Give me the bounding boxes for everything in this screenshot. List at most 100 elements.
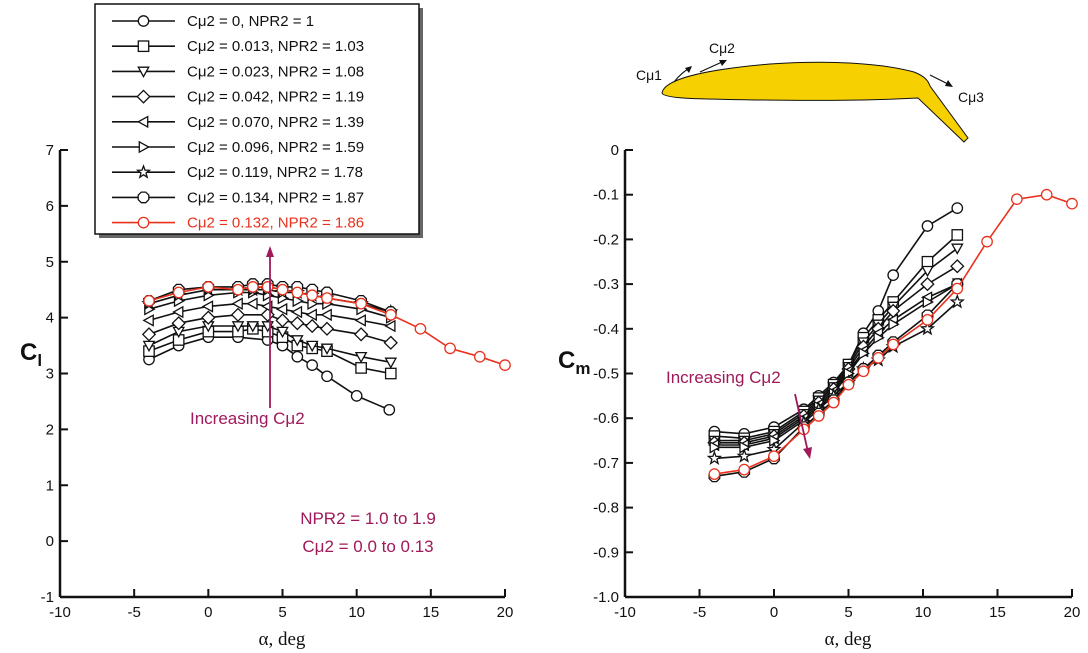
cl-data-point: [499, 359, 511, 371]
cl-data-point: [172, 286, 185, 299]
cm-data-point: [887, 338, 900, 351]
cm-data-point: [827, 396, 840, 409]
legend-marker: [136, 115, 149, 129]
legend-marker: [138, 140, 151, 154]
legend-label: Cμ2 = 0.042, NPR2 = 1.19: [187, 89, 364, 106]
cm-series-line: [714, 283, 958, 449]
cl-data-point: [275, 302, 288, 316]
cm-increasing-arrow: [794, 393, 809, 453]
cl-y-tick-label: 7: [46, 142, 54, 159]
cm-y-tick-label: -0.2: [593, 231, 619, 248]
cm-y-tick-label: -0.5: [593, 366, 619, 383]
cm-data-point: [706, 450, 723, 466]
cl-y-tick-label: 1: [46, 477, 54, 494]
cl-data-point: [319, 321, 335, 336]
cl-x-tick-label: 10: [348, 604, 365, 621]
cm-data-point: [736, 448, 752, 463]
legend-item: Cμ2 = 0.096, NPR2 = 1.59: [112, 139, 364, 156]
cl-data-point: [141, 327, 157, 342]
cm-data-point: [708, 468, 721, 480]
cl-data-point: [444, 342, 456, 355]
cm-data-point: [768, 450, 780, 463]
legend-label: Cμ2 = 0.070, NPR2 = 1.39: [187, 114, 364, 131]
cm-data-point: [951, 229, 964, 241]
legend-item: Cμ2 = 0.023, NPR2 = 1.08: [112, 63, 364, 80]
cm-y-tick-label: -0.1: [593, 187, 619, 204]
cl-data-point: [246, 281, 259, 293]
cl-data-point: [201, 310, 216, 325]
legend-marker: [137, 40, 150, 53]
cl-series-3: [141, 307, 398, 350]
cm-data-point: [872, 352, 885, 364]
cm-data-point: [921, 314, 934, 326]
cl-x-tick-label: -5: [127, 604, 140, 621]
cm-data-point: [887, 269, 900, 282]
cl-y-tick-label: 2: [46, 421, 54, 438]
cm-data-point: [858, 347, 870, 360]
airfoil-cmu1-arrowhead: [685, 66, 692, 73]
cl-y-tick-label: 6: [46, 198, 54, 215]
cm-data-point: [921, 255, 934, 268]
legend-marker: [136, 89, 151, 104]
cm-series-2: [708, 243, 964, 448]
airfoil-cmu3-arrow: [929, 74, 949, 85]
cm-x-axis-label: α, deg: [825, 629, 872, 650]
cl-y-tick-label: 0: [46, 533, 54, 550]
cl-data-point: [306, 289, 319, 302]
cl-data-point: [305, 340, 319, 353]
cm-data-point: [920, 276, 935, 292]
cm-x-tick-label: 5: [844, 604, 852, 621]
cl-data-point: [354, 314, 366, 327]
cl-data-point: [305, 308, 317, 322]
cm-plot: -10 -5 0 5 10 15 20 -1.0 -0.9 -0.8 -0.7 -0.6 -0.5 -0.…: [558, 142, 1080, 650]
legend-marker: [137, 216, 150, 229]
cm-data-point: [921, 265, 934, 278]
cl-x-tick-label: 5: [278, 604, 286, 621]
cm-x-tick-label: 10: [915, 604, 932, 621]
cl-range-npr2: NPR2 = 1.0 to 1.9: [300, 509, 436, 528]
cl-data-point: [143, 295, 155, 307]
cl-data-point: [290, 316, 305, 331]
cm-series-line: [714, 265, 958, 444]
cl-data-point: [230, 307, 246, 323]
legend-item: Cμ2 = 0.070, NPR2 = 1.39: [112, 114, 364, 131]
cl-y-axis-label: Cl: [20, 339, 42, 370]
cl-data-point: [202, 281, 215, 293]
airfoil-cmu3-arrowhead: [945, 80, 953, 87]
cl-data-point: [320, 343, 334, 355]
airfoil-cmu3-label: Cμ3: [958, 89, 984, 105]
legend-label: Cμ2 = 0.119, NPR2 = 1.78: [187, 164, 363, 181]
legend-marker: [135, 164, 152, 179]
cm-data-point: [1040, 188, 1053, 201]
cm-x-tick-label: -10: [614, 604, 636, 621]
cm-series-line: [714, 193, 1073, 475]
legend-item: Cμ2 = 0.132, NPR2 = 1.86: [112, 215, 364, 232]
cm-y-tick-label: -1.0: [593, 589, 619, 606]
airfoil-cmu2-arrowhead: [719, 60, 727, 66]
cl-data-point: [171, 316, 186, 331]
legend-item: Cμ2 = 0, NPR2 = 1: [112, 13, 314, 30]
cm-data-point: [857, 365, 870, 378]
legend-item: Cμ2 = 0.042, NPR2 = 1.19: [112, 89, 364, 106]
cl-data-point: [306, 359, 319, 371]
cl-series-line: [148, 302, 391, 327]
cl-data-point: [231, 297, 243, 311]
cm-data-point: [921, 220, 934, 232]
cm-data-point: [949, 293, 966, 309]
cl-data-point: [355, 362, 367, 374]
cl-data-point: [383, 335, 398, 350]
cm-series-line: [714, 283, 958, 446]
cl-data-point: [246, 321, 260, 333]
legend-label: Cμ2 = 0, NPR2 = 1: [187, 13, 314, 30]
cl-series-line: [148, 286, 506, 366]
cm-y-tick-label: 0: [611, 142, 619, 159]
cl-y-tick-label: -1: [41, 589, 54, 606]
cl-data-point: [353, 327, 369, 342]
cm-x-tick-label: -5: [693, 604, 706, 621]
legend-item: Cμ2 = 0.134, NPR2 = 1.87: [112, 189, 364, 206]
cl-data-point: [350, 389, 363, 402]
cm-x-tick-label: 20: [1064, 604, 1081, 621]
cl-data-point: [304, 318, 320, 334]
cl-x-tick-label: 15: [422, 604, 439, 621]
